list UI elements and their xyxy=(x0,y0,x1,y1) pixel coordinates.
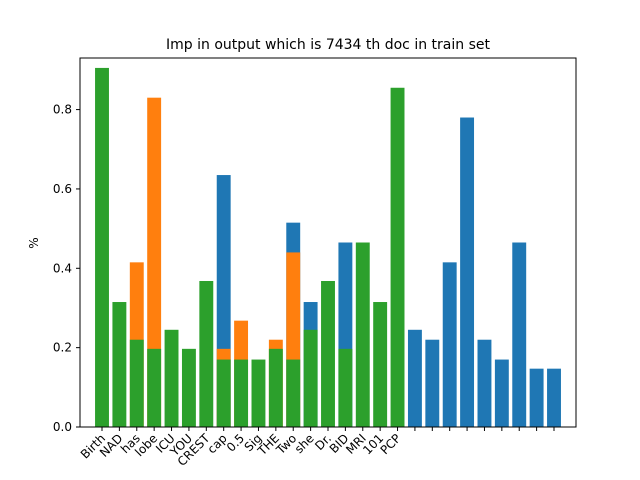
green-bar xyxy=(181,348,196,427)
green-bar xyxy=(95,67,109,428)
blue-bar xyxy=(494,359,509,427)
blue-bar xyxy=(512,242,527,427)
blue-bar xyxy=(460,117,475,428)
blue-bar xyxy=(425,339,440,427)
green-bar xyxy=(390,87,405,427)
green-bar xyxy=(234,359,249,427)
green-bar xyxy=(355,242,370,427)
green-bar xyxy=(112,302,127,427)
orange-bar xyxy=(147,97,162,428)
y-tick-label: 0.4 xyxy=(53,261,72,275)
blue-bar xyxy=(547,368,561,427)
y-tick-label: 0.8 xyxy=(53,103,72,117)
green-bar xyxy=(268,348,283,427)
green-bar xyxy=(164,329,179,427)
y-axis-label: % xyxy=(27,237,41,248)
green-bar xyxy=(129,339,144,427)
green-bar xyxy=(373,302,388,427)
green-bar xyxy=(321,280,335,427)
blue-bar xyxy=(477,339,492,427)
green-bar xyxy=(216,359,231,427)
blue-bar xyxy=(407,329,422,427)
green-bar xyxy=(251,359,266,427)
green-bar xyxy=(199,280,214,427)
bars-layer xyxy=(95,67,561,428)
chart-title: Imp in output which is 7434 th doc in tr… xyxy=(166,37,490,53)
blue-bar xyxy=(442,262,457,427)
y-axis: 0.0 0.2 0.4 0.6 0.8 xyxy=(53,103,80,434)
green-bar xyxy=(286,359,301,427)
green-bar xyxy=(147,348,162,427)
blue-bar xyxy=(529,368,544,427)
y-tick-label: 0.6 xyxy=(53,182,72,196)
y-tick-label: 0.2 xyxy=(53,341,72,355)
green-bar xyxy=(303,329,318,427)
green-bar xyxy=(338,348,353,427)
y-tick-label: 0.0 xyxy=(53,420,72,434)
